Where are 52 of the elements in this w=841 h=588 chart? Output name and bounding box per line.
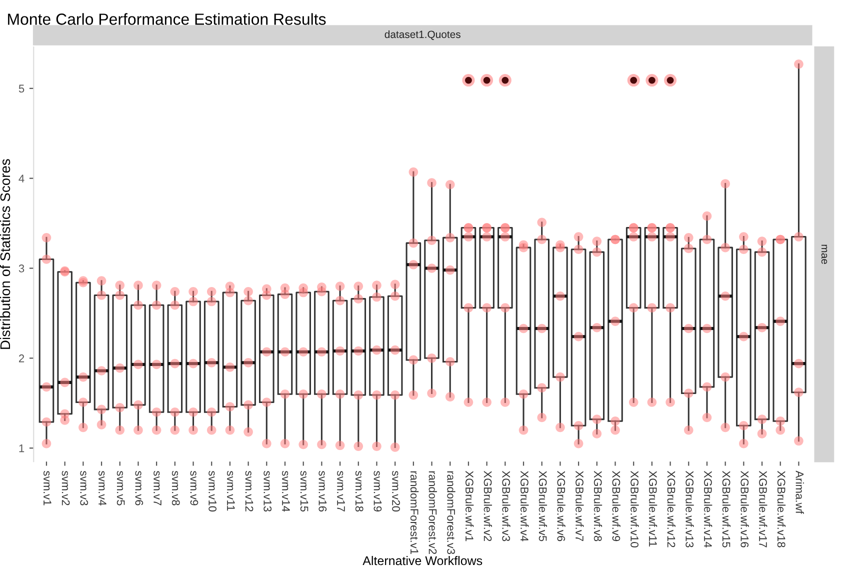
- x-tick-label: svm.v2: [62, 470, 70, 506]
- x-tick-label: Arima.wf: [796, 470, 804, 514]
- x-tick-label: XGBrule.wf.v13: [686, 470, 694, 548]
- x-tick-label: XGBrule.wf.v7: [576, 470, 584, 542]
- x-tick-label: svm.v19: [374, 470, 382, 512]
- x-tick-label: svm.v9: [190, 470, 198, 506]
- chart-subtitle: dataset1.Quotes: [384, 30, 460, 40]
- x-tick-label: randomForest.v2: [428, 471, 437, 554]
- x-tick-label: svm.v17: [337, 470, 345, 512]
- x-tick-label: svm.v5: [116, 470, 125, 506]
- x-axis-title: Alternative Workflows: [362, 556, 482, 566]
- x-tick-label: svm.v12: [245, 470, 254, 512]
- x-tick-label: XGBrule.wf.v5: [538, 470, 548, 542]
- x-tick-label: XGBrule.wf.v10: [630, 470, 639, 548]
- x-tick-label: svm.v14: [282, 470, 290, 512]
- x-tick-label: svm.v20: [392, 470, 400, 512]
- x-tick-label: XGBrule.wf.v2: [484, 470, 492, 542]
- x-tick-label: XGBrule.wf.v18: [777, 470, 786, 548]
- x-tick-label: XGBrule.wf.v17: [759, 470, 768, 548]
- x-tick-label: svm.v3: [80, 470, 88, 506]
- y-tick-label: 5: [18, 84, 24, 93]
- x-tick-label: randomForest.v1: [410, 471, 419, 554]
- x-tick-label: svm.v6: [135, 470, 144, 506]
- x-tick-label: XGBrule.wf.v11: [648, 470, 658, 546]
- x-tick-label: XGBrule.wf.v14: [704, 470, 712, 548]
- x-tick-label: svm.v18: [355, 470, 364, 512]
- x-tick-label: XGBrule.wf.v9: [612, 470, 620, 542]
- x-tick-label: XGBrule.wf.v15: [722, 470, 731, 548]
- x-tick-label: svm.v16: [318, 470, 327, 512]
- chart-title: Monte Carlo Performance Estimation Results: [8, 13, 326, 25]
- x-tick-label: svm.v1: [44, 470, 52, 506]
- x-tick-label: XGBrule.wf.v8: [594, 470, 602, 542]
- x-tick-label: XGBrule.wf.v16: [740, 470, 749, 548]
- x-tick-label: XGBrule.wf.v1: [465, 470, 474, 542]
- y-tick-label: 2: [18, 354, 24, 362]
- y-tick-label: 1: [19, 444, 24, 452]
- x-tick-label: XGBrule.wf.v4: [520, 470, 529, 542]
- x-tick-label: svm.v7: [154, 470, 162, 506]
- y-axis-title: Distribution of Statistics Scores: [0, 159, 10, 349]
- y-tick-label: 3: [18, 264, 24, 272]
- x-tick-label: svm.v8: [172, 470, 180, 506]
- x-tick-label: svm.v4: [98, 470, 106, 506]
- y-tick-label: 4: [18, 174, 24, 182]
- x-tick-label: svm.v15: [300, 470, 308, 512]
- x-tick-label: XGBrule.wf.v3: [502, 470, 510, 542]
- x-tick-label: svm.v13: [264, 470, 272, 512]
- text: mae: [821, 244, 828, 264]
- x-tick-label: randomForest.v3: [447, 471, 456, 554]
- x-tick-label: XGBrule.wf.v12: [667, 470, 676, 548]
- x-tick-label: svm.v10: [208, 470, 216, 512]
- x-tick-label: XGBrule.wf.v6: [557, 470, 566, 542]
- x-tick-label: svm.v11: [226, 470, 235, 511]
